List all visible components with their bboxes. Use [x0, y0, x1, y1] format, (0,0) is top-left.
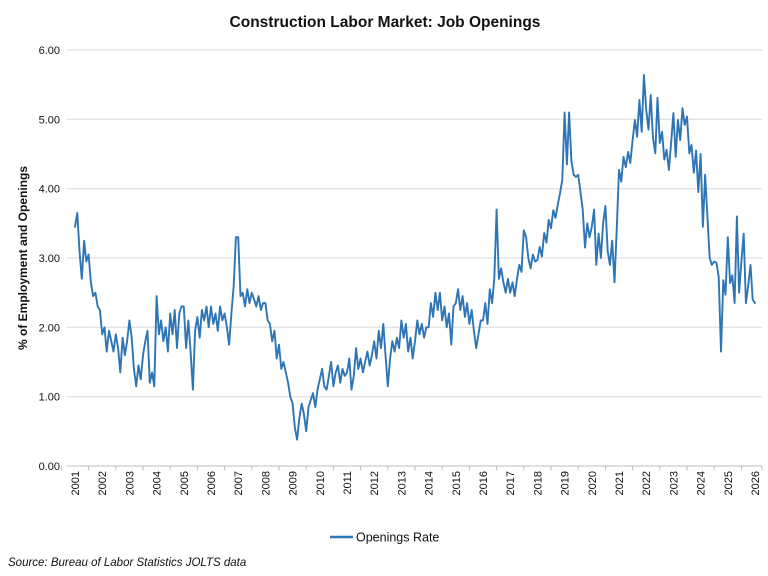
x-tick-label: 2009 — [288, 471, 300, 495]
x-axis-tick-labels: 2001 2002 2003 2004 2005 2006 2007 2008 2009 2010… — [60, 466, 763, 495]
legend: Openings Rate — [330, 531, 439, 545]
y-tick-label: 0.00 — [39, 461, 60, 473]
x-tick-label: 2001 — [70, 471, 82, 495]
openings-rate-line — [74, 74, 756, 441]
x-tick-label: 2014 — [424, 471, 436, 495]
y-tick-label: 6.00 — [39, 45, 60, 57]
source-note: Source: Bureau of Labor Statistics JOLTS… — [8, 557, 246, 569]
y-tick-label: 1.00 — [39, 392, 60, 404]
x-tick-label: 2004 — [152, 471, 164, 495]
x-tick-label: 2010 — [315, 471, 327, 495]
x-tick-label: 2023 — [668, 471, 680, 495]
x-tick-label: 2024 — [696, 471, 708, 495]
y-axis-tick-labels: 0.00 1.00 2.00 3.00 4.00 5.00 6.00 — [39, 45, 60, 473]
x-tick-label: 2006 — [206, 471, 218, 495]
y-tick-label: 5.00 — [39, 114, 60, 126]
series-group — [74, 74, 756, 441]
y-tick-label: 4.00 — [39, 184, 60, 196]
gridlines — [67, 49, 762, 467]
x-tick-label: 2022 — [641, 471, 653, 495]
y-axis-title: % of Employment and Openings — [16, 166, 30, 350]
x-tick-label: 2019 — [560, 471, 572, 495]
x-tick-label: 2018 — [532, 471, 544, 495]
x-tick-label: 2017 — [505, 471, 517, 495]
legend-label: Openings Rate — [356, 531, 439, 545]
chart-title: Construction Labor Market: Job Openings — [230, 14, 541, 31]
x-tick-label: 2008 — [260, 471, 272, 495]
x-tick-label: 2026 — [750, 471, 762, 495]
x-tick-label: 2013 — [396, 471, 408, 495]
y-tick-label: 2.00 — [39, 322, 60, 334]
x-tick-label: 2025 — [723, 471, 735, 495]
x-tick-label: 2003 — [124, 471, 136, 495]
y-tick-label: 3.00 — [39, 253, 60, 265]
x-tick-label: 2002 — [97, 471, 109, 495]
x-tick-label: 2011 — [342, 471, 354, 495]
x-tick-label: 2021 — [614, 471, 626, 495]
x-tick-label: 2016 — [478, 471, 490, 495]
x-tick-label: 2005 — [179, 471, 191, 495]
x-tick-label: 2007 — [233, 471, 245, 495]
x-tick-label: 2015 — [451, 471, 463, 495]
x-tick-label: 2012 — [369, 471, 381, 495]
x-tick-label: 2020 — [587, 471, 599, 495]
